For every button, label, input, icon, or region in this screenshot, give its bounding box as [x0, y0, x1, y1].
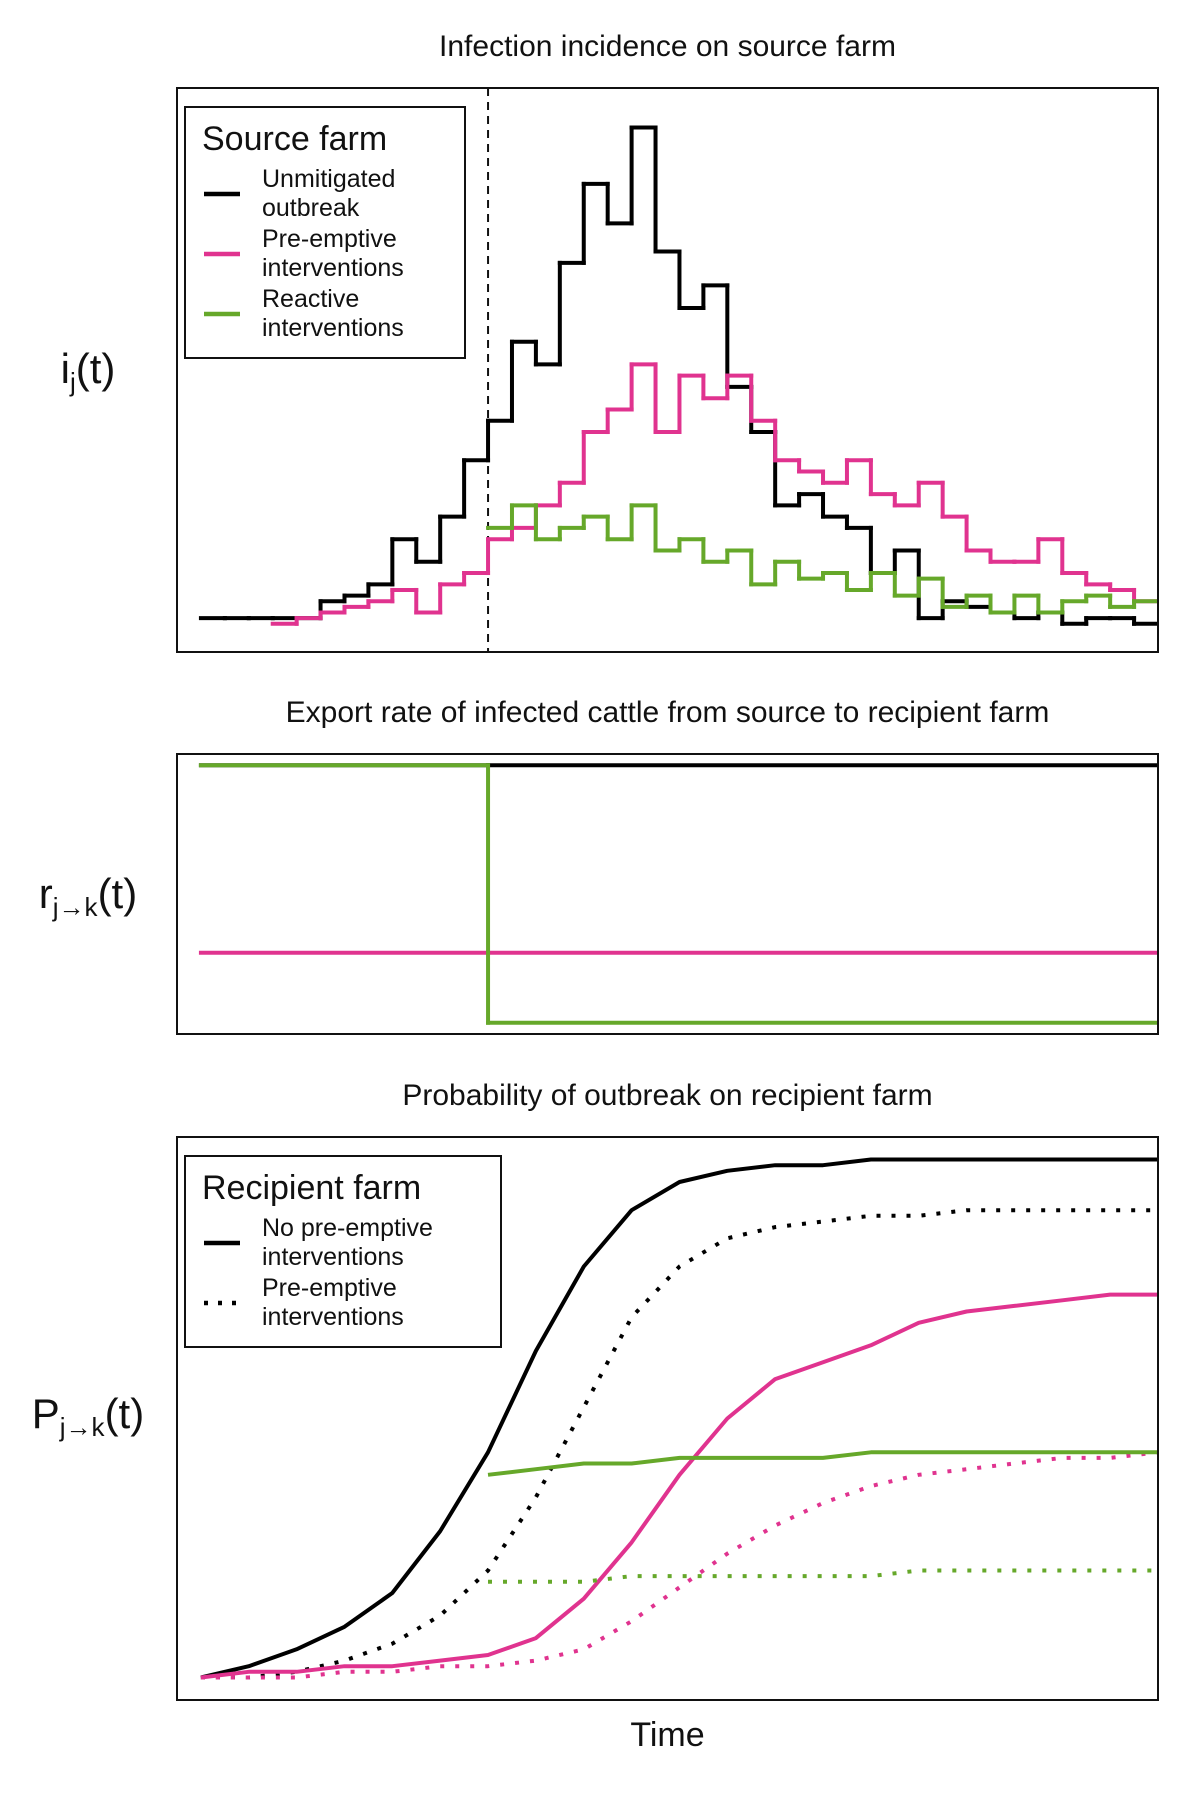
line [487, 1450, 1158, 1477]
legend-key [204, 311, 240, 317]
legend-item: Pre-emptive interventions [202, 225, 448, 283]
legend-label: Pre-emptive interventions [262, 225, 404, 282]
y-axis-label-suffix: (t) [98, 870, 138, 917]
plot-area [198, 88, 1158, 652]
y-axis-label-base: i [61, 345, 70, 392]
plot-area [198, 763, 1158, 1025]
y-axis-label: Pj→k(t) [32, 1390, 144, 1442]
line [200, 1208, 1158, 1680]
chart-title: Export rate of infected cattle from sour… [286, 696, 1050, 729]
line [488, 1568, 1158, 1584]
legend-label: Unmitigated outbreak [262, 165, 396, 222]
legend-label: No pre-emptive interventions [262, 1214, 433, 1271]
y-axis-label-sub: j [69, 367, 76, 397]
legend-label: Pre-emptive interventions [262, 1274, 404, 1331]
y-axis-label-sub: j→k [59, 1412, 106, 1442]
line [200, 1450, 1158, 1680]
legend-key [204, 1240, 240, 1246]
y-axis-label-sub: j→k [52, 892, 99, 922]
legend-label: Reactive interventions [262, 285, 404, 342]
y-axis-label: ij(t) [61, 345, 116, 397]
y-axis-label-suffix: (t) [76, 345, 116, 392]
legend-item: No pre-emptive interventions [202, 1214, 484, 1272]
legend-item: Reactive interventions [202, 285, 448, 343]
legend-item: Pre-emptive interventions [202, 1274, 484, 1332]
x-axis-label: Time [630, 1716, 704, 1754]
plot-frame [176, 753, 1159, 1035]
legend-title: Recipient farm [202, 1169, 422, 1207]
legend-key [204, 251, 240, 257]
line [200, 1157, 1158, 1680]
plot-frame [176, 1136, 1159, 1701]
legend-key [204, 191, 240, 197]
legend-item: Unmitigated outbreak [202, 165, 448, 223]
line [200, 1292, 1158, 1680]
legend: Recipient farm No pre-emptive interventio… [184, 1155, 502, 1348]
legend: Source farm Unmitigated outbreak Pre-empti… [184, 106, 466, 359]
legend-title: Source farm [202, 120, 388, 158]
chart-title: Probability of outbreak on recipient far… [402, 1079, 932, 1112]
chart-title: Infection incidence on source farm [439, 30, 896, 63]
y-axis-label: rj→k(t) [39, 870, 137, 922]
plot-area [200, 1157, 1158, 1680]
plot-frame [176, 87, 1159, 653]
y-axis-label-base: r [39, 870, 53, 917]
legend-key [204, 1300, 240, 1306]
y-axis-label-suffix: (t) [105, 1390, 145, 1437]
y-axis-label-base: P [32, 1390, 60, 1437]
